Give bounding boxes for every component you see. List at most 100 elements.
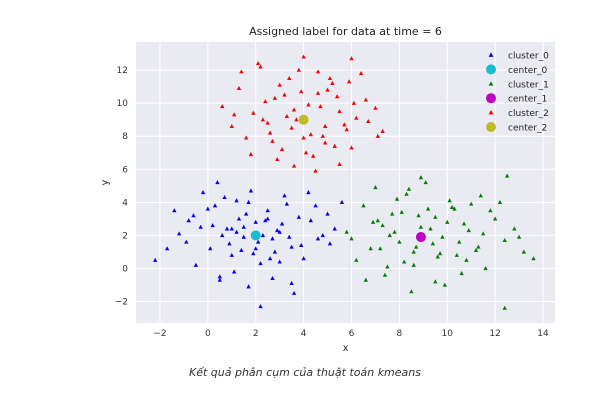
cluster_1-point [418, 175, 424, 180]
cluster_2-point [363, 97, 369, 102]
cluster_0-point [186, 218, 191, 223]
legend-label-cluster_0: cluster_0 [508, 52, 549, 62]
cluster_2-point [325, 87, 330, 92]
cluster_2-point [294, 117, 299, 122]
cluster_0-point [320, 232, 325, 238]
cluster_2-point [320, 133, 325, 138]
cluster_0-point [205, 206, 210, 211]
legend-marker-center_0 [486, 64, 496, 75]
cluster_1-point [437, 251, 443, 256]
cluster_1-point [418, 224, 424, 229]
cluster_1-point [425, 206, 431, 211]
x-tick-label: 6 [349, 329, 355, 339]
cluster_2-point [330, 80, 335, 86]
x-tick-label: 0 [205, 329, 211, 339]
legend-marker-cluster_1 [488, 81, 494, 86]
cluster_1-point [433, 279, 438, 284]
x-axis-label: x [343, 343, 349, 354]
cluster_0-point [234, 198, 239, 203]
legend-label-cluster_1: cluster_1 [508, 80, 549, 90]
cluster_2-point [349, 56, 354, 61]
cluster_2-point [313, 168, 318, 173]
cluster_2-point [263, 99, 268, 104]
cluster_2-point [301, 135, 306, 140]
legend: cluster_0 center_0 cluster_1 center_1cluste… [486, 52, 549, 134]
cluster_1-point [423, 180, 428, 185]
cluster_0-point [279, 221, 285, 226]
cluster_2-point [346, 79, 352, 84]
cluster_0-point [217, 277, 222, 282]
cluster_2-point [334, 94, 340, 99]
cluster_1-point [459, 271, 464, 276]
cluster_0-point [217, 274, 222, 279]
cluster_0-point [253, 219, 258, 224]
cluster_2-point [308, 132, 313, 137]
cluster_2-point [284, 113, 289, 119]
cluster_0-point [260, 232, 266, 238]
cluster_2-point [315, 69, 321, 74]
cluster_1-point [476, 244, 481, 249]
legend-marker-center_1 [486, 93, 496, 104]
cluster_1-point [483, 266, 488, 271]
cluster_2-point [296, 67, 301, 72]
cluster_0-point [215, 180, 220, 185]
legend-label-center_2: center_2 [508, 124, 547, 134]
cluster_0-point [152, 257, 158, 262]
cluster_1-point [387, 232, 392, 238]
cluster_2-point [299, 89, 304, 94]
cluster_0-point [236, 216, 242, 221]
cluster_1-point [481, 231, 486, 236]
cluster_0-point [224, 226, 230, 231]
cluster_2-point [229, 123, 234, 128]
cluster_1-point [406, 186, 412, 191]
cluster_1-point [457, 239, 462, 244]
cluster_1-point [344, 229, 349, 234]
cluster_1-point [502, 305, 507, 310]
cluster_2-point [291, 107, 297, 112]
x-tick-label: 14 [537, 329, 549, 339]
cluster_1-point [452, 206, 457, 211]
cluster_0-point [246, 284, 251, 289]
cluster_0-point [184, 239, 189, 244]
cluster_2-point [282, 92, 287, 97]
cluster_2-point [260, 117, 266, 122]
cluster_0-point [267, 256, 273, 261]
cluster_1-point [442, 282, 448, 287]
cluster_2-point [358, 71, 364, 76]
cluster_1-point [361, 203, 366, 208]
cluster_2-point [272, 95, 278, 100]
cluster_1-point [531, 256, 536, 261]
cluster_2-point [315, 90, 321, 95]
cluster_0-point [313, 203, 318, 208]
chart-title: Assigned label for data at time = 6 [249, 25, 442, 38]
cluster_0-point [332, 226, 337, 231]
cluster_0-point [272, 249, 278, 254]
cluster_0-point [289, 244, 294, 249]
cluster_0-point [270, 236, 275, 241]
center_1-marker [415, 232, 426, 243]
cluster_0-point [270, 275, 275, 281]
cluster_0-point [325, 211, 330, 216]
cluster_0-point [287, 234, 292, 239]
cluster_1-point [521, 249, 527, 254]
plot-area [136, 42, 555, 323]
cluster_1-point [404, 191, 409, 196]
cluster_1-point [368, 246, 373, 251]
cluster_0-point [172, 208, 177, 213]
cluster_1-point [454, 252, 459, 257]
cluster_1-point [397, 239, 402, 244]
legend-marker-cluster_2 [488, 110, 494, 115]
figure-caption: Kết quả phân cụm của thuật toán kmeans [189, 366, 421, 379]
cluster_0-point [176, 231, 182, 236]
cluster_1-point [473, 247, 479, 252]
cluster_2-point [258, 64, 263, 69]
cluster_0-point [246, 199, 251, 205]
cluster_2-point [289, 125, 294, 130]
cluster_0-point [227, 241, 232, 246]
cluster_2-point [303, 150, 309, 155]
y-tick-label: 0 [122, 264, 128, 274]
cluster_2-point [344, 127, 349, 132]
cluster_1-point [461, 221, 467, 226]
series-center_0 [250, 230, 261, 241]
legend-label-cluster_2: cluster_2 [508, 109, 549, 119]
